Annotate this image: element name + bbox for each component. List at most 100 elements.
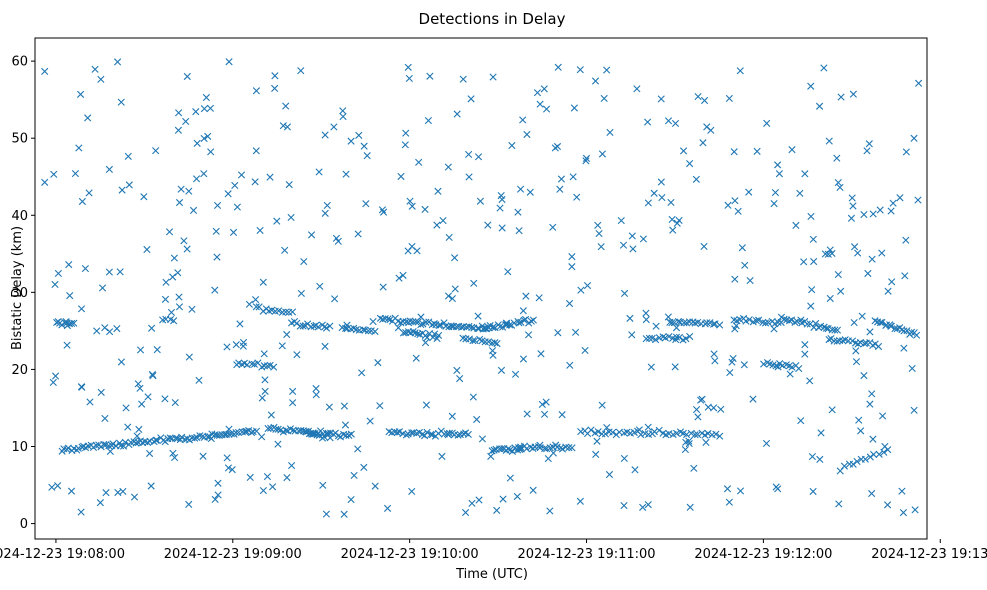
data-point bbox=[330, 295, 339, 303]
data-point bbox=[468, 323, 476, 331]
data-point bbox=[496, 323, 504, 331]
data-point bbox=[225, 58, 233, 66]
data-point bbox=[326, 434, 334, 442]
data-point bbox=[650, 189, 658, 197]
data-point bbox=[475, 496, 483, 504]
data-point bbox=[185, 500, 193, 508]
data-point bbox=[404, 63, 412, 71]
data-point bbox=[858, 312, 866, 320]
data-point bbox=[591, 77, 600, 85]
data-point bbox=[395, 428, 403, 436]
data-point bbox=[264, 424, 272, 433]
data-point bbox=[592, 450, 600, 458]
data-point bbox=[279, 122, 287, 130]
data-point bbox=[694, 413, 702, 421]
data-point bbox=[393, 428, 401, 437]
data-point bbox=[792, 221, 800, 229]
data-point bbox=[161, 395, 169, 403]
data-point bbox=[681, 445, 689, 454]
data-point bbox=[759, 318, 767, 327]
data-point bbox=[519, 355, 528, 363]
data-point bbox=[878, 412, 887, 420]
data-point bbox=[878, 318, 886, 327]
data-point bbox=[261, 376, 269, 384]
data-point bbox=[467, 95, 475, 103]
data-point bbox=[321, 342, 329, 350]
data-point bbox=[667, 198, 675, 207]
data-point bbox=[780, 315, 788, 323]
data-point bbox=[496, 204, 504, 212]
data-point bbox=[97, 388, 105, 396]
data-point bbox=[730, 148, 738, 156]
data-point bbox=[278, 342, 286, 350]
data-point bbox=[227, 430, 236, 438]
data-point bbox=[801, 170, 809, 178]
data-point bbox=[878, 249, 886, 257]
data-point bbox=[170, 453, 179, 462]
data-point bbox=[270, 363, 278, 371]
data-point bbox=[682, 430, 691, 439]
data-point bbox=[165, 228, 174, 236]
data-point bbox=[645, 334, 653, 342]
data-point bbox=[316, 282, 324, 290]
data-point bbox=[511, 370, 520, 378]
data-point bbox=[464, 430, 472, 439]
data-point bbox=[246, 473, 254, 481]
data-point bbox=[48, 483, 56, 491]
data-point bbox=[770, 325, 778, 333]
data-point bbox=[702, 438, 710, 446]
data-point bbox=[860, 372, 868, 380]
data-point bbox=[288, 308, 297, 316]
data-point bbox=[703, 319, 711, 327]
data-point bbox=[558, 445, 567, 453]
data-point bbox=[395, 274, 403, 282]
data-point bbox=[556, 185, 564, 193]
data-point bbox=[502, 319, 511, 327]
data-point bbox=[901, 272, 909, 280]
data-point bbox=[672, 335, 680, 344]
data-point bbox=[133, 432, 141, 440]
data-point bbox=[288, 461, 296, 470]
data-point bbox=[248, 360, 256, 368]
data-point bbox=[914, 196, 922, 204]
data-point bbox=[54, 482, 62, 490]
data-point bbox=[568, 444, 576, 452]
data-point bbox=[124, 152, 132, 160]
data-point bbox=[162, 278, 170, 286]
data-point bbox=[833, 337, 841, 345]
data-point bbox=[113, 325, 121, 333]
data-point bbox=[536, 100, 544, 108]
data-point bbox=[260, 350, 268, 358]
data-point bbox=[576, 66, 584, 74]
data-point bbox=[287, 213, 295, 222]
data-point bbox=[71, 169, 80, 178]
data-point bbox=[816, 455, 824, 463]
data-point bbox=[887, 207, 895, 215]
data-point bbox=[526, 188, 534, 196]
data-point bbox=[673, 429, 681, 437]
data-point bbox=[223, 454, 231, 462]
data-point bbox=[817, 429, 825, 437]
data-point bbox=[444, 431, 452, 439]
data-point bbox=[347, 430, 355, 438]
data-point bbox=[557, 175, 566, 183]
data-point bbox=[825, 336, 833, 344]
data-point bbox=[312, 384, 320, 393]
data-point bbox=[749, 395, 757, 403]
data-point bbox=[274, 425, 282, 433]
data-point bbox=[728, 358, 736, 366]
data-point bbox=[152, 436, 160, 444]
data-point bbox=[504, 268, 512, 276]
data-point bbox=[549, 449, 557, 457]
data-point bbox=[267, 411, 275, 419]
data-point bbox=[136, 346, 145, 354]
data-point bbox=[207, 435, 215, 443]
data-point bbox=[639, 503, 647, 511]
data-point bbox=[848, 337, 857, 345]
data-point bbox=[213, 253, 221, 261]
data-point bbox=[700, 242, 708, 251]
data-point bbox=[105, 442, 113, 450]
data-point bbox=[725, 498, 733, 506]
data-point bbox=[699, 139, 707, 147]
